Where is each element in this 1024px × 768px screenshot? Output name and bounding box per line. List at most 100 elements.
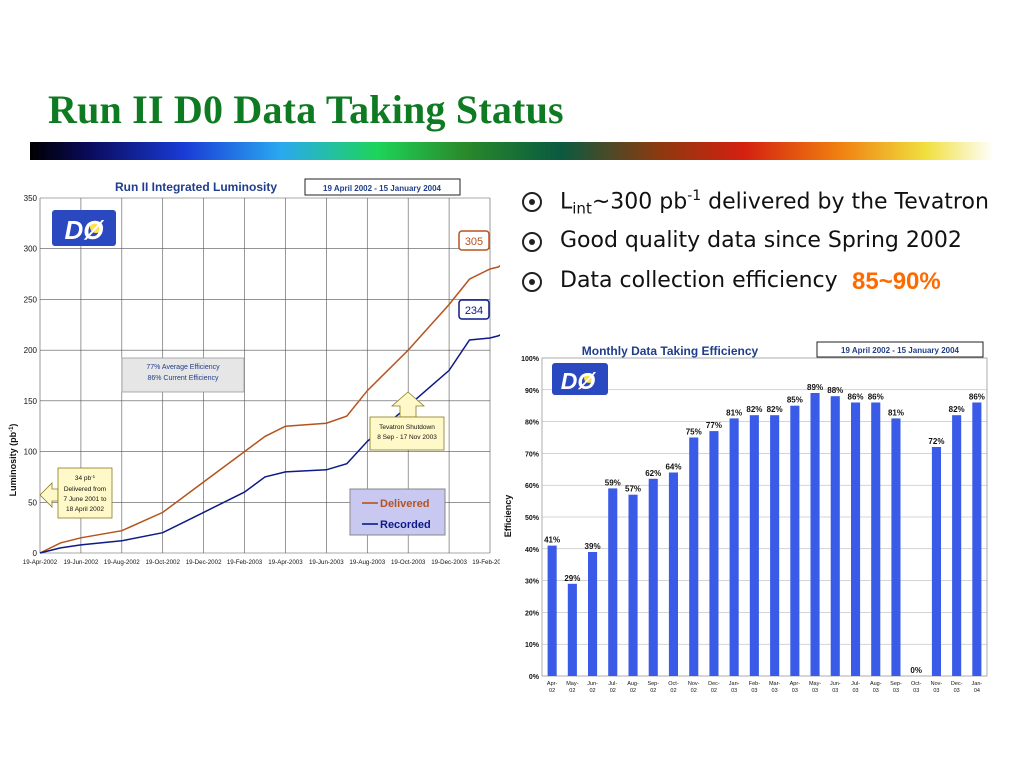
- svg-text:234: 234: [465, 305, 483, 317]
- eff-date-range: 19 April 2002 - 15 January 2004: [841, 346, 960, 355]
- bullet-text-mid: ~300 pb: [591, 189, 688, 215]
- eff-y-ticks: 0% 10% 20% 30% 40% 50% 60% 70% 80% 90% 100%: [521, 356, 540, 681]
- svg-text:DØ: DØ: [561, 368, 597, 394]
- eff-x-tick: May-: [809, 681, 821, 687]
- eff-x-ticks: Apr-02May-02Jun-02Jul-02Aug-02Sep-02Oct-…: [547, 681, 982, 694]
- lum-date-range: 19 April 2002 - 15 January 2004: [323, 184, 442, 193]
- bullet-text: Data collection efficiency: [560, 268, 838, 293]
- eff-bar-label: 41%: [544, 536, 560, 545]
- lum-series: [39, 264, 500, 554]
- bullet-quality: Good quality data since Spring 2002: [522, 228, 1012, 268]
- eff-bar-label: 62%: [645, 469, 661, 478]
- lum-y-tick: 350: [24, 194, 38, 203]
- eff-bar-label: 86%: [848, 393, 864, 402]
- series-line-recorded: [39, 334, 500, 554]
- bullet-text-pre: L: [560, 189, 573, 215]
- eff-x-tick: Apr-: [790, 681, 801, 687]
- eff-x-tick-year: 02: [650, 688, 656, 694]
- eff-bar: [709, 431, 719, 676]
- bullet-circle-icon: [522, 232, 542, 252]
- eff-bar-label: 85%: [787, 396, 803, 405]
- eff-x-tick-year: 02: [670, 688, 676, 694]
- eff-y-tick: 100%: [521, 356, 540, 363]
- eff-x-tick: Jun-: [830, 681, 841, 687]
- eff-x-tick-year: 03: [954, 688, 960, 694]
- svg-text:8 Sep - 17 Nov 2003: 8 Sep - 17 Nov 2003: [377, 434, 437, 441]
- bullet-list: Lint~300 pb-1 delivered by the Tevatron …: [522, 188, 1012, 308]
- eff-x-tick: Nov-: [931, 681, 943, 687]
- lum-x-tick: 19-Dec-2002: [186, 559, 222, 566]
- eff-x-tick-year: 03: [731, 688, 737, 694]
- eff-x-tick: Jul-: [851, 681, 860, 687]
- shutdown-annotation: Tevatron Shutdown 8 Sep - 17 Nov 2003: [369, 391, 445, 451]
- svg-text:7 June 2001 to: 7 June 2001 to: [63, 496, 106, 503]
- eff-x-tick: Dec-: [951, 681, 963, 687]
- eff-x-tick-year: 03: [832, 688, 838, 694]
- bullet-luminosity: Lint~300 pb-1 delivered by the Tevatron: [522, 188, 1012, 228]
- lum-x-tick: 19-Aug-2002: [104, 559, 140, 566]
- bullet-circle-icon: [522, 272, 542, 292]
- eff-bar: [871, 402, 881, 676]
- eff-y-tick: 70%: [525, 451, 540, 458]
- svg-text:Delivered from: Delivered from: [64, 486, 106, 493]
- lum-x-tick: 19-Jun-2003: [309, 559, 344, 566]
- lum-x-tick: 19-Jun-2002: [64, 559, 99, 566]
- eff-bar-label: 59%: [605, 478, 621, 487]
- eff-x-tick: Jun-: [587, 681, 598, 687]
- lum-legend: Delivered Recorded: [349, 488, 446, 536]
- eff-y-tick: 90%: [525, 388, 540, 395]
- eff-y-tick: 10%: [525, 642, 540, 649]
- eff-y-label: Efficiency: [503, 495, 513, 538]
- lum-y-tick: 300: [24, 245, 38, 254]
- recorded-end-label: 234: [458, 299, 490, 320]
- eff-bar-label: 82%: [767, 405, 783, 414]
- eff-bar: [689, 437, 699, 676]
- eff-x-tick-year: 02: [569, 688, 575, 694]
- svg-text:305: 305: [465, 236, 483, 248]
- lum-y-tick: 250: [24, 295, 38, 304]
- svg-text:34 pb-1: 34 pb-1: [75, 474, 96, 482]
- lum-x-tick: 19-Feb-2004: [472, 559, 500, 566]
- eff-x-tick: Nov-: [688, 681, 700, 687]
- eff-x-tick: Apr-: [547, 681, 558, 687]
- eff-y-tick: 80%: [525, 420, 540, 427]
- rainbow-divider: [30, 142, 994, 160]
- efficiency-annotation: 77% Average Efficiency 86% Current Effic…: [121, 357, 245, 393]
- lum-y-label: Luminosity (pb-1): [8, 424, 18, 497]
- eff-bar: [790, 405, 800, 676]
- eff-x-tick-year: 03: [812, 688, 818, 694]
- luminosity-chart: Run II Integrated Luminosity 19 April 20…: [8, 178, 500, 566]
- lum-y-ticks: 0 50 100 150 200 250 300 350: [24, 194, 38, 558]
- eff-bar: [588, 552, 598, 676]
- eff-y-tick: 50%: [525, 515, 540, 522]
- eff-x-tick-year: 02: [630, 688, 636, 694]
- eff-x-tick: Oct-: [911, 681, 922, 687]
- eff-x-tick: Sep-: [890, 681, 902, 687]
- bullet-text: Good quality data since Spring 2002: [560, 228, 962, 253]
- eff-x-tick-year: 02: [691, 688, 697, 694]
- eff-bars: 41% 29% 39% 59% 57% 62% 64% 75% 77% 81% 82% 82% 85% 8…: [544, 383, 985, 676]
- eff-bar-label: 0%: [910, 666, 922, 675]
- eff-bar-label: 57%: [625, 485, 641, 494]
- lum-y-tick: 0: [33, 549, 38, 558]
- eff-date-box: [816, 341, 984, 358]
- svg-text:86% Current Efficiency: 86% Current Efficiency: [147, 375, 219, 382]
- efficiency-chart: Monthly Data Taking Efficiency 19 April …: [503, 341, 988, 694]
- eff-x-tick-year: 02: [711, 688, 717, 694]
- eff-bar-label: 81%: [726, 408, 742, 417]
- eff-x-tick-year: 03: [873, 688, 879, 694]
- eff-x-tick: Aug-: [870, 681, 882, 687]
- lum-x-tick: 19-Apr-2003: [268, 559, 303, 566]
- svg-text:DØ: DØ: [65, 215, 106, 245]
- eff-x-tick: Feb-: [749, 681, 760, 687]
- eff-x-tick: Oct-: [668, 681, 679, 687]
- eff-bar-label: 39%: [585, 542, 601, 551]
- svg-text:77% Average Efficiency: 77% Average Efficiency: [146, 364, 220, 371]
- eff-bar: [931, 447, 941, 676]
- eff-bar-label: 89%: [807, 383, 823, 392]
- eff-x-tick: May-: [566, 681, 578, 687]
- eff-x-tick: Jul-: [608, 681, 617, 687]
- lum-y-tick: 50: [28, 498, 37, 507]
- eff-bar: [668, 472, 678, 676]
- eff-y-tick: 60%: [525, 483, 540, 490]
